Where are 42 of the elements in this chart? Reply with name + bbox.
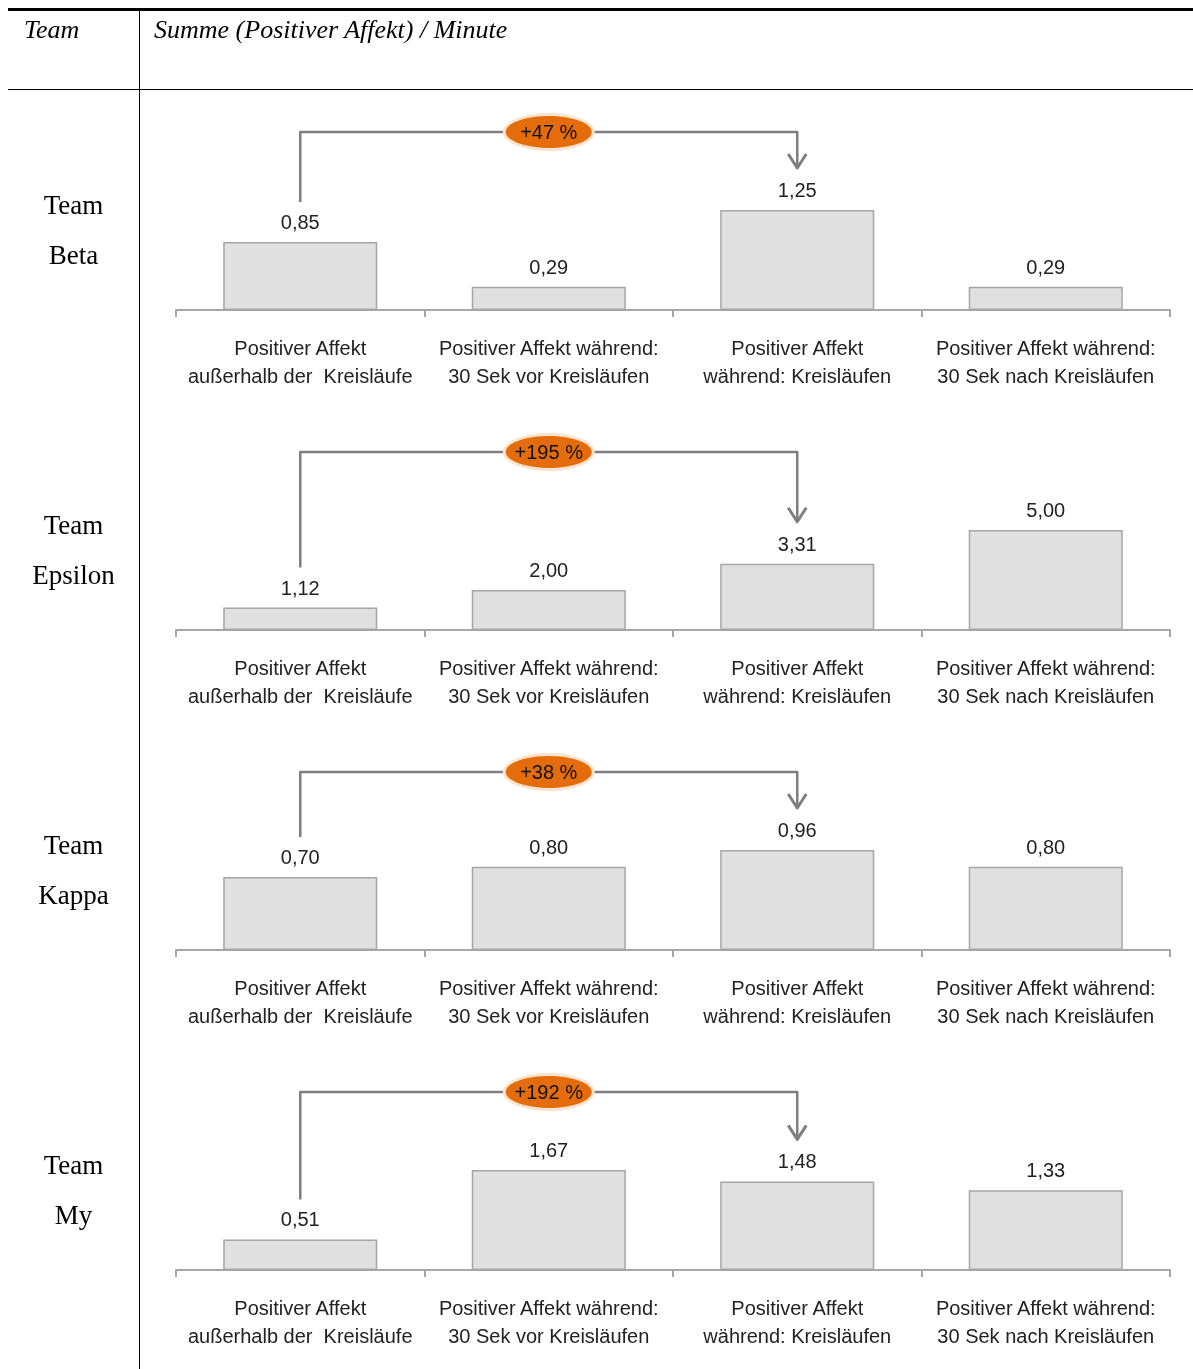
chart-title: Team Epsilon bbox=[8, 410, 140, 730]
data-label: 0,85 bbox=[280, 211, 320, 233]
x-tick-label: Positiver Affekt während: Kreisläufen bbox=[702, 337, 892, 387]
x-tick-label: Positiver Affekt während: 30 Sek nach Kreisläufen bbox=[935, 657, 1156, 707]
data-label: 1,67 bbox=[529, 1139, 569, 1161]
x-tick-label: Positiver Affekt während: 30 Sek nach Kreisläufen bbox=[935, 977, 1156, 1027]
x-tick-label: Positiver Affekt während: 30 Sek nach Kreisläufen bbox=[935, 1297, 1156, 1347]
data-label: 1,25 bbox=[777, 179, 817, 201]
x-tick-label: Positiver Affekt während: Kreisläufen bbox=[702, 1297, 892, 1347]
chart-title: Team Kappa bbox=[8, 730, 140, 1050]
x-tick-label: Positiver Affekt außerhalb der Kreisläufe bbox=[187, 337, 413, 387]
text: +192 % bbox=[514, 1081, 584, 1103]
text: +47 % bbox=[520, 121, 578, 143]
data-label: 0,80 bbox=[1026, 835, 1066, 858]
data-label: 0,80 bbox=[529, 835, 569, 858]
x-tick-label: Positiver Affekt außerhalb der Kreisläufe bbox=[187, 1297, 413, 1347]
text: +38 % bbox=[520, 761, 578, 783]
x-tick-label: Positiver Affekt während: Kreisläufen bbox=[702, 977, 892, 1027]
data-label: 0,96 bbox=[777, 819, 817, 841]
text: Team bbox=[8, 11, 140, 89]
data-label: 2,00 bbox=[529, 559, 569, 581]
data-label: 0,51 bbox=[280, 1208, 320, 1231]
x-tick-label: Positiver Affekt außerhalb der Kreisläufe bbox=[187, 977, 413, 1027]
text: +195 % bbox=[514, 441, 584, 463]
x-tick-label: Positiver Affekt während: 30 Sek vor Kreisläufen bbox=[438, 977, 659, 1027]
x-tick-label: Positiver Affekt während: 30 Sek nach Kreisläufen bbox=[935, 337, 1156, 387]
text: Summe (Positiver Affekt) / Minute bbox=[153, 14, 509, 46]
x-tick-label: Positiver Affekt während: 30 Sek vor Kreisläufen bbox=[438, 657, 659, 707]
chart-title: Team My bbox=[8, 1050, 140, 1369]
data-label: 0,29 bbox=[529, 255, 569, 278]
data-label: 3,31 bbox=[777, 532, 817, 555]
chart-title: Team Beta bbox=[8, 90, 140, 410]
x-tick-label: Positiver Affekt außerhalb der Kreisläufe bbox=[187, 657, 413, 707]
x-tick-label: Positiver Affekt während: 30 Sek vor Kreisläufen bbox=[438, 337, 659, 387]
data-label: 0,29 bbox=[1026, 255, 1066, 278]
x-tick-label: Positiver Affekt während: Kreisläufen bbox=[702, 657, 892, 707]
data-label: 1,33 bbox=[1026, 1159, 1066, 1182]
data-label: 5,00 bbox=[1026, 499, 1066, 521]
data-label: 0,70 bbox=[280, 846, 320, 869]
data-label: 1,12 bbox=[280, 576, 320, 599]
x-tick-label: Positiver Affekt während: 30 Sek vor Kreisläufen bbox=[438, 1297, 659, 1347]
data-label: 1,48 bbox=[777, 1150, 817, 1173]
